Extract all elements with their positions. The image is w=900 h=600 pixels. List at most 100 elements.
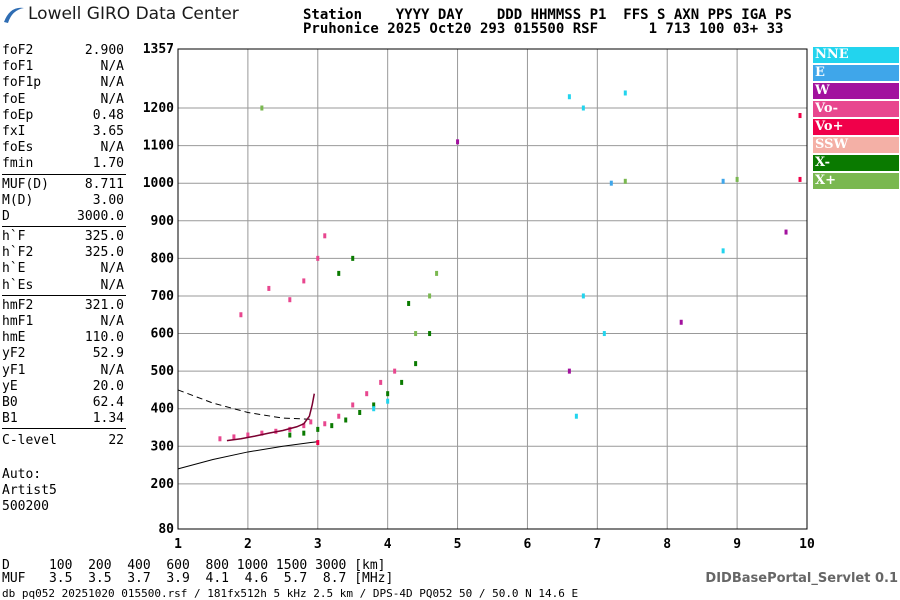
legend-item: Vo+ [813, 119, 899, 135]
param-separator [2, 428, 126, 430]
param-name: fxI [2, 123, 26, 139]
data-point [798, 176, 802, 182]
data-point [316, 255, 320, 261]
y-tick-label: 80 [158, 522, 174, 537]
data-point [623, 90, 627, 96]
y-tick-label: 1100 [143, 139, 174, 154]
data-point [735, 176, 739, 182]
data-point [309, 419, 313, 425]
x-tick-label: 5 [454, 537, 462, 552]
param-row: yE 20.0 [2, 379, 124, 395]
data-point [609, 180, 613, 186]
param-value: 110.0 [84, 330, 124, 346]
param-row: D 3000.0 [2, 209, 124, 225]
data-point [351, 402, 355, 408]
param-value: 1.70 [92, 156, 124, 172]
data-point [239, 312, 243, 318]
data-point [435, 270, 439, 276]
data-point [721, 178, 725, 184]
param-value: 8.711 [84, 176, 124, 192]
data-point [372, 406, 376, 412]
x-tick-label: 2 [244, 537, 252, 552]
param-row: foE N/A [2, 92, 124, 108]
data-point [302, 423, 306, 429]
param-value: N/A [100, 91, 124, 107]
logo-swoosh-icon [4, 7, 24, 23]
param-row: foEp 0.48 [2, 108, 124, 124]
param-name: hmE [2, 330, 26, 346]
data-point [798, 113, 802, 119]
data-point [393, 368, 397, 374]
x-tick-label: 8 [663, 537, 671, 552]
param-separator [2, 294, 126, 296]
param-value: 22 [108, 433, 124, 449]
param-value: 3000.0 [77, 208, 124, 224]
param-separator [2, 226, 126, 228]
data-point [581, 105, 585, 111]
trace-line [226, 393, 316, 442]
param-value: 0.48 [92, 107, 124, 123]
data-point [414, 361, 418, 367]
data-point [623, 178, 627, 184]
muf-value-row: MUF 3.5 3.5 3.7 3.9 4.1 4.6 5.7 8.7 [MHz… [2, 571, 394, 586]
param-value: N/A [100, 314, 124, 329]
param-name: yF2 [2, 346, 26, 362]
legend-item: X+ [813, 173, 899, 189]
y-tick-label: 1200 [143, 101, 174, 116]
data-point [288, 297, 292, 303]
data-point [351, 255, 355, 261]
legend-item: E [813, 65, 899, 81]
data-point [323, 233, 327, 239]
param-value: 3.65 [92, 123, 124, 139]
y-tick-label: 1357 [143, 42, 174, 57]
param-name: B0 [2, 394, 18, 410]
legend-item: Vo- [813, 101, 899, 117]
legend-item: X- [813, 155, 899, 171]
legend-item: SSW [813, 137, 899, 153]
data-point [386, 398, 390, 404]
param-row: M(D) 3.00 [2, 193, 124, 209]
data-point [379, 379, 383, 385]
param-value: 321.0 [84, 297, 124, 313]
legend-item: NNE [813, 47, 899, 63]
y-tick-label: 500 [151, 364, 175, 379]
x-tick-label: 7 [593, 537, 601, 552]
y-tick-label: 900 [151, 214, 175, 229]
param-value: N/A [100, 362, 124, 378]
data-point [400, 379, 404, 385]
auto-label: Auto: [2, 467, 42, 482]
param-name: h`F [2, 229, 26, 245]
y-tick-label: 200 [151, 477, 175, 492]
footer-info: db pq052 20251020 015500.rsf / 181fx512h… [2, 587, 579, 600]
param-name: foF1p [2, 75, 42, 91]
param-name: hmF2 [2, 297, 34, 313]
data-point [316, 440, 320, 446]
header-line-1: Station YYYY DAY DDD HHMMSS P1 FFS S AXN… [303, 7, 792, 23]
param-name: MUF(D) [2, 176, 49, 192]
data-point [358, 409, 362, 415]
param-name: yE [2, 378, 18, 394]
data-point [784, 229, 788, 235]
param-row: B0 62.4 [2, 395, 124, 411]
y-tick-label: 600 [151, 327, 175, 342]
data-point [337, 270, 341, 276]
legend-item: W [813, 83, 899, 99]
muf-distance-row: D 100 200 400 600 800 1000 1500 3000 [km… [2, 558, 386, 573]
param-name: fmin [2, 156, 34, 172]
param-separator [2, 173, 126, 175]
data-point [414, 331, 418, 337]
param-name: foEs [2, 140, 34, 156]
param-value: 2.900 [84, 43, 124, 58]
param-row: h`F2 325.0 [2, 245, 124, 261]
param-row: hmF2 321.0 [2, 298, 124, 314]
param-row: hmE 110.0 [2, 330, 124, 346]
data-point [567, 368, 571, 374]
giro-logo: Lowell GIRO Data Center [2, 4, 239, 26]
param-name: foF2 [2, 43, 34, 58]
param-name: B1 [2, 411, 18, 427]
param-row: h`E N/A [2, 261, 124, 277]
param-value: 20.0 [92, 378, 124, 394]
param-row: h`F 325.0 [2, 229, 124, 245]
plot-frame [177, 48, 808, 530]
param-value: N/A [100, 277, 124, 293]
